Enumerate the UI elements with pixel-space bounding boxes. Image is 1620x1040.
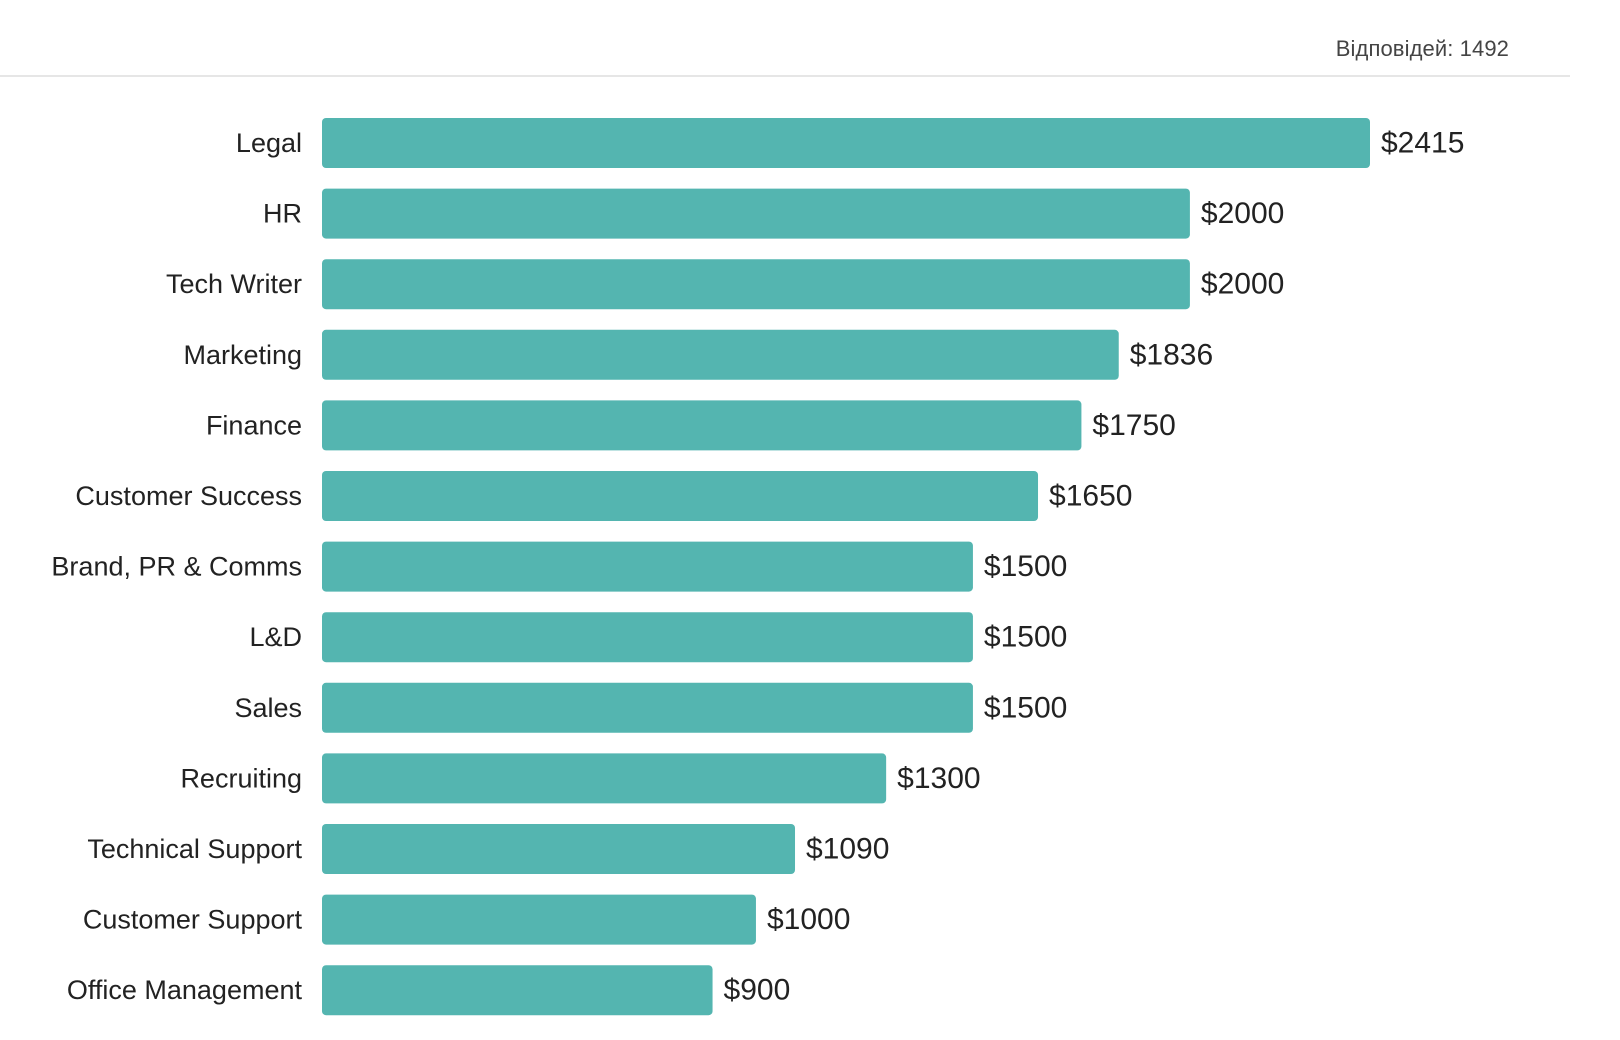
value-label-12: $900 (724, 974, 791, 1007)
responses-count: Відповідей: 1492 (1335, 36, 1509, 61)
category-label-0: Legal (236, 128, 302, 158)
value-label-7: $1500 (984, 621, 1067, 654)
category-label-6: Brand, PR & Comms (51, 552, 302, 582)
bar-5 (322, 471, 1039, 521)
value-label-0: $2415 (1381, 127, 1464, 160)
bar-6 (322, 541, 973, 592)
category-label-8: Sales (234, 693, 302, 723)
value-label-8: $1500 (984, 691, 1067, 724)
value-label-4: $1750 (1092, 409, 1175, 442)
bar-9 (322, 753, 887, 804)
category-label-7: L&D (249, 622, 302, 652)
category-label-4: Finance (206, 410, 302, 440)
bar-12 (322, 965, 713, 1016)
value-label-5: $1650 (1049, 480, 1132, 513)
value-label-6: $1500 (984, 550, 1067, 583)
bar-0 (322, 118, 1370, 168)
value-label-2: $2000 (1201, 268, 1284, 301)
bar-10 (322, 824, 796, 874)
category-label-12: Office Management (67, 975, 303, 1005)
value-label-1: $2000 (1201, 197, 1284, 230)
category-label-3: Marketing (183, 340, 302, 370)
bar-1 (322, 188, 1190, 239)
category-label-2: Tech Writer (166, 269, 302, 299)
category-label-5: Customer Success (75, 481, 302, 511)
bar-2 (322, 259, 1190, 310)
header-divider (0, 75, 1570, 77)
value-label-3: $1836 (1130, 338, 1213, 371)
category-label-9: Recruiting (180, 763, 302, 793)
bar-11 (322, 894, 756, 945)
value-label-11: $1000 (767, 903, 850, 936)
bar-3 (322, 329, 1119, 380)
value-label-9: $1300 (897, 762, 980, 795)
bar-4 (322, 400, 1082, 451)
category-label-10: Technical Support (87, 834, 302, 864)
value-label-10: $1090 (806, 833, 889, 866)
category-label-1: HR (263, 199, 302, 229)
category-label-11: Customer Support (83, 905, 303, 935)
bar-7 (322, 612, 973, 663)
bar-8 (322, 682, 973, 733)
